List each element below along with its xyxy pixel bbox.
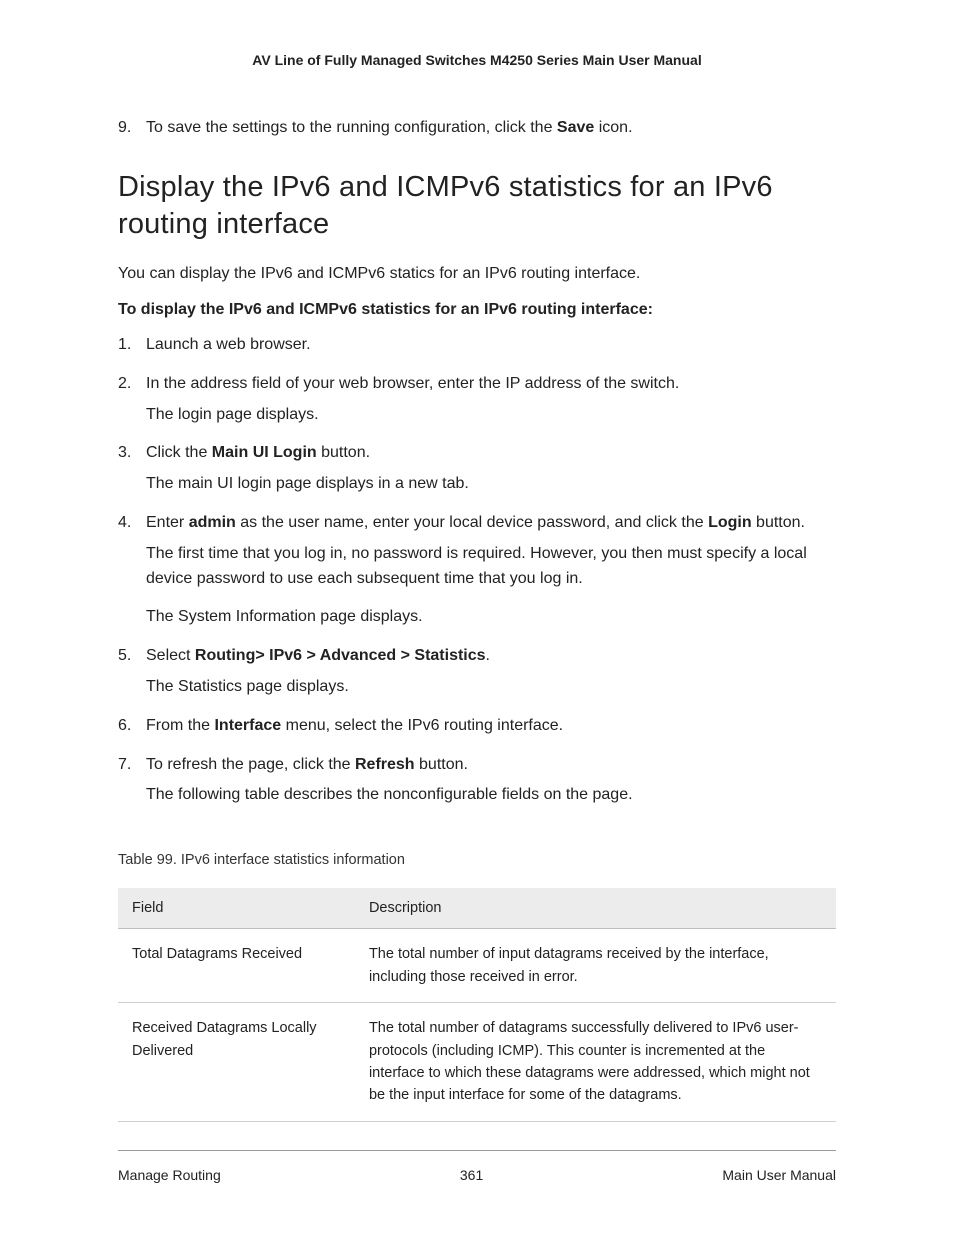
step-5: 5. Select Routing> IPv6 > Advanced > Sta… bbox=[118, 644, 836, 700]
bold-text: Interface bbox=[214, 717, 281, 734]
step-body: Click the Main UI Login button. The main… bbox=[146, 441, 836, 497]
step-4: 4. Enter admin as the user name, enter y… bbox=[118, 511, 836, 630]
step-3: 3. Click the Main UI Login button. The m… bbox=[118, 441, 836, 497]
step-7: 7. To refresh the page, click the Refres… bbox=[118, 753, 836, 809]
text: To refresh the page, click the bbox=[146, 756, 355, 773]
step-body: From the Interface menu, select the IPv6… bbox=[146, 714, 836, 739]
text: The Statistics page displays. bbox=[146, 675, 836, 700]
text: button. bbox=[317, 444, 370, 461]
bold-text: Save bbox=[557, 119, 594, 136]
text: Select bbox=[146, 647, 195, 664]
step-body: Launch a web browser. bbox=[146, 333, 836, 358]
cell-description: The total number of datagrams successful… bbox=[355, 1003, 836, 1122]
table-header-row: Field Description bbox=[118, 888, 836, 929]
page-number: 361 bbox=[460, 1167, 483, 1183]
text: Click the bbox=[146, 444, 212, 461]
step-number: 5. bbox=[118, 644, 138, 700]
text: The following table describes the noncon… bbox=[146, 783, 836, 808]
text: button. bbox=[752, 514, 805, 531]
statistics-table: Field Description Total Datagrams Receiv… bbox=[118, 888, 836, 1122]
text: button. bbox=[415, 756, 468, 773]
page-footer: Manage Routing 361 Main User Manual bbox=[118, 1150, 836, 1183]
table-caption: Table 99. IPv6 interface statistics info… bbox=[118, 852, 836, 868]
step-number: 2. bbox=[118, 372, 138, 428]
step-number: 1. bbox=[118, 333, 138, 358]
step-number: 9. bbox=[118, 116, 138, 141]
bold-text: Login bbox=[708, 514, 752, 531]
bold-text: Refresh bbox=[355, 756, 415, 773]
step-number: 4. bbox=[118, 511, 138, 630]
column-header-field: Field bbox=[118, 888, 355, 929]
step-body: Enter admin as the user name, enter your… bbox=[146, 511, 836, 630]
step-number: 6. bbox=[118, 714, 138, 739]
text: In the address field of your web browser… bbox=[146, 372, 836, 397]
page: AV Line of Fully Managed Switches M4250 … bbox=[0, 0, 954, 1235]
step-number: 7. bbox=[118, 753, 138, 809]
bold-text: admin bbox=[189, 514, 236, 531]
text: To save the settings to the running conf… bbox=[146, 119, 557, 136]
footer-rule bbox=[118, 1150, 836, 1151]
step-body: To refresh the page, click the Refresh b… bbox=[146, 753, 836, 809]
table-row: Received Datagrams Locally Delivered The… bbox=[118, 1003, 836, 1122]
text: . bbox=[486, 647, 490, 664]
text: The first time that you log in, no passw… bbox=[146, 542, 836, 592]
running-header: AV Line of Fully Managed Switches M4250 … bbox=[118, 52, 836, 68]
text: menu, select the IPv6 routing interface. bbox=[281, 717, 563, 734]
text: icon. bbox=[594, 119, 632, 136]
cell-description: The total number of input datagrams rece… bbox=[355, 929, 836, 1003]
text: From the bbox=[146, 717, 214, 734]
step-body: To save the settings to the running conf… bbox=[146, 116, 836, 141]
step-body: In the address field of your web browser… bbox=[146, 372, 836, 428]
footer-right: Main User Manual bbox=[722, 1167, 836, 1183]
column-header-description: Description bbox=[355, 888, 836, 929]
text: The main UI login page displays in a new… bbox=[146, 472, 836, 497]
step-2: 2. In the address field of your web brow… bbox=[118, 372, 836, 428]
footer-left: Manage Routing bbox=[118, 1167, 221, 1183]
cell-field: Received Datagrams Locally Delivered bbox=[118, 1003, 355, 1122]
table-row: Total Datagrams Received The total numbe… bbox=[118, 929, 836, 1003]
step-1: 1. Launch a web browser. bbox=[118, 333, 836, 358]
step-body: Select Routing> IPv6 > Advanced > Statis… bbox=[146, 644, 836, 700]
text: as the user name, enter your local devic… bbox=[236, 514, 708, 531]
section-heading: Display the IPv6 and ICMPv6 statistics f… bbox=[118, 169, 836, 244]
step-9: 9. To save the settings to the running c… bbox=[118, 116, 836, 141]
procedure-heading: To display the IPv6 and ICMPv6 statistic… bbox=[118, 301, 836, 319]
text: Enter bbox=[146, 514, 189, 531]
text: The System Information page displays. bbox=[146, 605, 836, 630]
step-number: 3. bbox=[118, 441, 138, 497]
section-intro: You can display the IPv6 and ICMPv6 stat… bbox=[118, 262, 836, 287]
cell-field: Total Datagrams Received bbox=[118, 929, 355, 1003]
bold-text: Main UI Login bbox=[212, 444, 317, 461]
text: The login page displays. bbox=[146, 403, 836, 428]
bold-text: Routing> IPv6 > Advanced > Statistics bbox=[195, 647, 486, 664]
step-6: 6. From the Interface menu, select the I… bbox=[118, 714, 836, 739]
